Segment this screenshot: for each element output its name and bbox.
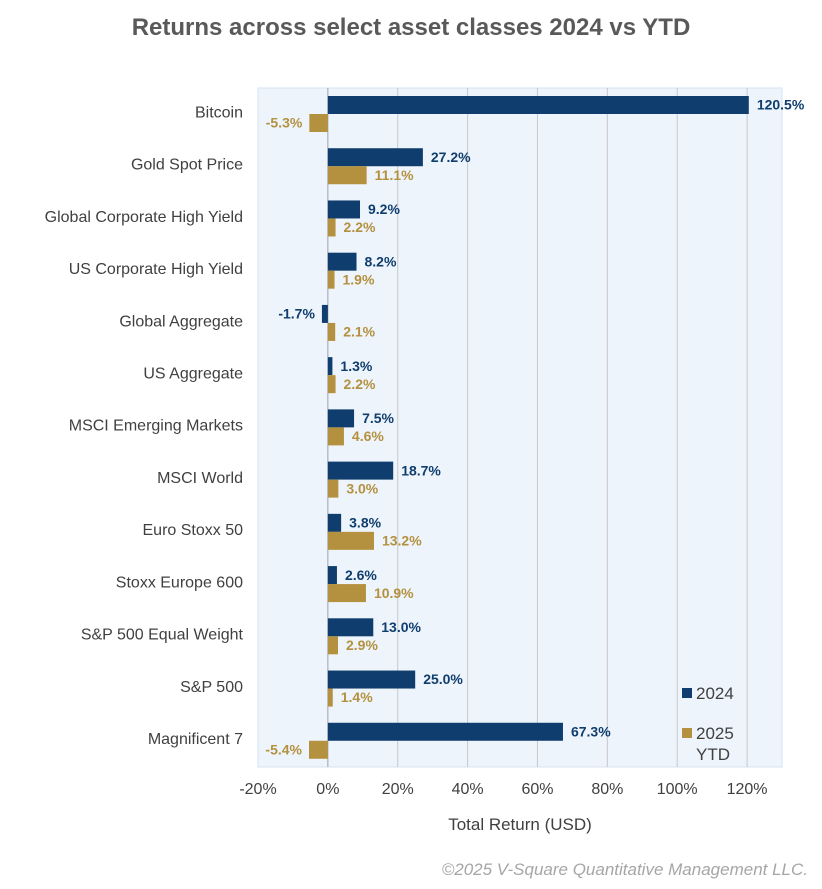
x-tick-label: 20% — [382, 781, 414, 798]
data-label: -5.3% — [266, 115, 303, 131]
category-label: S&P 500 — [180, 679, 243, 696]
bar-2024 — [327, 252, 357, 271]
bar-2025-ytd — [327, 166, 367, 185]
legend-swatch-2024 — [682, 688, 692, 698]
data-label: 13.0% — [381, 619, 421, 635]
category-label: S&P 500 Equal Weight — [81, 627, 244, 644]
category-label: Euro Stoxx 50 — [143, 522, 244, 539]
category-label: Bitcoin — [195, 104, 243, 121]
bar-2025-ytd — [327, 688, 333, 707]
bar-2025-ytd — [309, 740, 328, 759]
legend: 2024 2025 YTD — [682, 684, 734, 764]
data-label: 120.5% — [757, 97, 805, 113]
bar-2024 — [327, 566, 337, 585]
bar-2024 — [327, 670, 416, 689]
data-label: 2.2% — [344, 376, 376, 392]
bar-2024 — [327, 618, 374, 637]
category-label: Global Aggregate — [119, 313, 243, 330]
x-axis-title: Total Return (USD) — [448, 815, 592, 834]
legend-swatch-2025-ytd — [682, 728, 692, 738]
bar-2024 — [327, 96, 749, 114]
data-label: 9.2% — [368, 201, 400, 217]
data-label: -5.4% — [265, 741, 302, 757]
x-tick-label: 100% — [657, 781, 698, 798]
bar-2025-ytd — [327, 636, 338, 655]
category-label: Stoxx Europe 600 — [116, 574, 243, 591]
bar-2025-ytd — [327, 218, 336, 237]
data-label: 2.2% — [344, 219, 376, 235]
bar-2024 — [327, 200, 361, 219]
data-label: -1.7% — [278, 306, 315, 322]
bar-2025-ytd — [327, 427, 344, 446]
x-tick-label: 120% — [727, 781, 768, 798]
bars: 120.5% -5.3% 27.2% 11.1% 9.2% 2.2% 8.2% 1.9% -1.… — [265, 96, 805, 759]
data-label: 4.6% — [352, 428, 384, 444]
data-label: 13.2% — [382, 533, 422, 549]
data-label: 11.1% — [375, 167, 414, 183]
legend-label-2024: 2024 — [696, 684, 734, 703]
data-label: 67.3% — [571, 723, 611, 739]
x-tick-label: 0% — [316, 781, 339, 798]
chart-title: Returns across select asset classes 2024… — [131, 14, 691, 41]
data-label: 1.9% — [343, 271, 375, 287]
data-label: 10.9% — [374, 585, 414, 601]
bar-2024 — [327, 357, 333, 376]
category-label: US Corporate High Yield — [69, 261, 243, 278]
data-label: 7.5% — [362, 410, 394, 426]
category-label: MSCI World — [157, 470, 243, 487]
bar-2024 — [327, 722, 563, 741]
gridlines — [327, 88, 748, 767]
data-label: 2.6% — [345, 567, 377, 583]
category-label: Gold Spot Price — [131, 157, 243, 174]
data-label: 1.4% — [341, 689, 373, 705]
data-label: 25.0% — [423, 671, 463, 687]
x-tick-label: 80% — [591, 781, 623, 798]
data-label: 2.1% — [343, 324, 375, 340]
bar-2025-ytd — [327, 531, 374, 550]
category-label: MSCI Emerging Markets — [69, 418, 243, 435]
x-tick-labels: -20% 0% 20% 40% 60% 80% 100% 120% — [239, 781, 767, 798]
data-label: 1.3% — [340, 358, 372, 374]
bar-2024 — [321, 304, 328, 323]
data-label: 8.2% — [365, 253, 397, 269]
bar-2025-ytd — [309, 114, 328, 132]
data-label: 2.9% — [346, 637, 378, 653]
bar-2025-ytd — [327, 584, 366, 603]
bar-2024 — [327, 461, 394, 480]
x-tick-label: 60% — [521, 781, 553, 798]
category-label: Global Corporate High Yield — [45, 209, 243, 226]
x-tick-label: -20% — [239, 781, 276, 798]
data-label: 27.2% — [431, 149, 471, 165]
bar-2025-ytd — [327, 375, 336, 394]
bar-2025-ytd — [327, 322, 336, 341]
bar-2025-ytd — [327, 270, 335, 289]
category-label: US Aggregate — [143, 365, 243, 382]
legend-label-2025: 2025 — [696, 724, 734, 743]
bar-2024 — [327, 409, 355, 428]
category-labels: Bitcoin Gold Spot Price Global Corporate H… — [45, 104, 244, 748]
data-label: 3.0% — [346, 480, 378, 496]
data-label: 18.7% — [401, 462, 441, 478]
bar-2025-ytd — [327, 479, 339, 498]
bar-2024 — [327, 513, 342, 532]
x-tick-label: 40% — [452, 781, 484, 798]
legend-label-ytd: YTD — [696, 745, 730, 764]
data-label: 3.8% — [349, 515, 381, 531]
bar-2024 — [327, 148, 423, 167]
category-label: Magnificent 7 — [148, 731, 243, 748]
copyright-footer: ©2025 V-Square Quantitative Management L… — [441, 860, 808, 879]
